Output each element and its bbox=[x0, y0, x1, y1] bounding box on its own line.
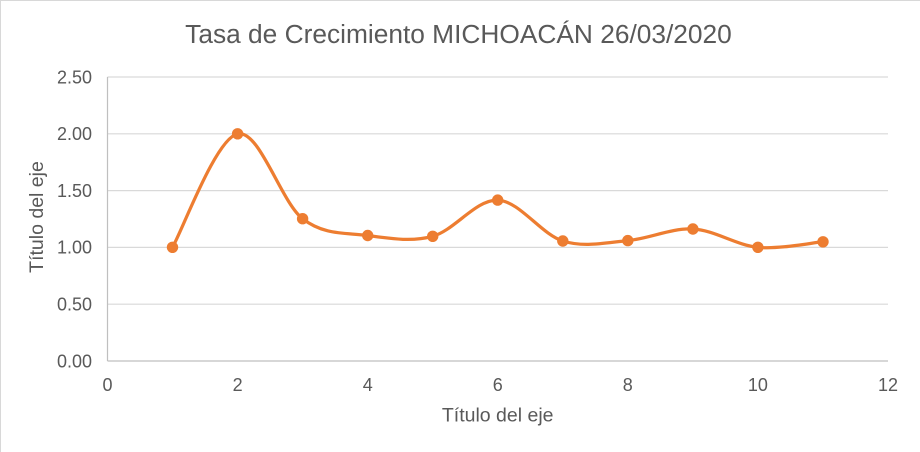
svg-text:12: 12 bbox=[878, 375, 898, 395]
svg-text:Título del eje: Título del eje bbox=[26, 161, 48, 273]
svg-text:6: 6 bbox=[493, 375, 503, 395]
svg-text:4: 4 bbox=[363, 375, 373, 395]
svg-text:10: 10 bbox=[748, 375, 768, 395]
svg-text:Tasa de Crecimiento MICHOACÁN: Tasa de Crecimiento MICHOACÁN 26/03/2020 bbox=[185, 19, 732, 49]
svg-text:0.00: 0.00 bbox=[57, 351, 92, 371]
svg-text:2.00: 2.00 bbox=[57, 124, 92, 144]
svg-text:Título del eje: Título del eje bbox=[442, 405, 554, 427]
svg-text:1.50: 1.50 bbox=[57, 181, 92, 201]
svg-text:8: 8 bbox=[623, 375, 633, 395]
svg-text:2: 2 bbox=[233, 375, 243, 395]
svg-text:2.50: 2.50 bbox=[57, 67, 92, 87]
svg-text:0.50: 0.50 bbox=[57, 295, 92, 315]
svg-text:0: 0 bbox=[102, 375, 112, 395]
svg-text:1.00: 1.00 bbox=[57, 238, 92, 258]
